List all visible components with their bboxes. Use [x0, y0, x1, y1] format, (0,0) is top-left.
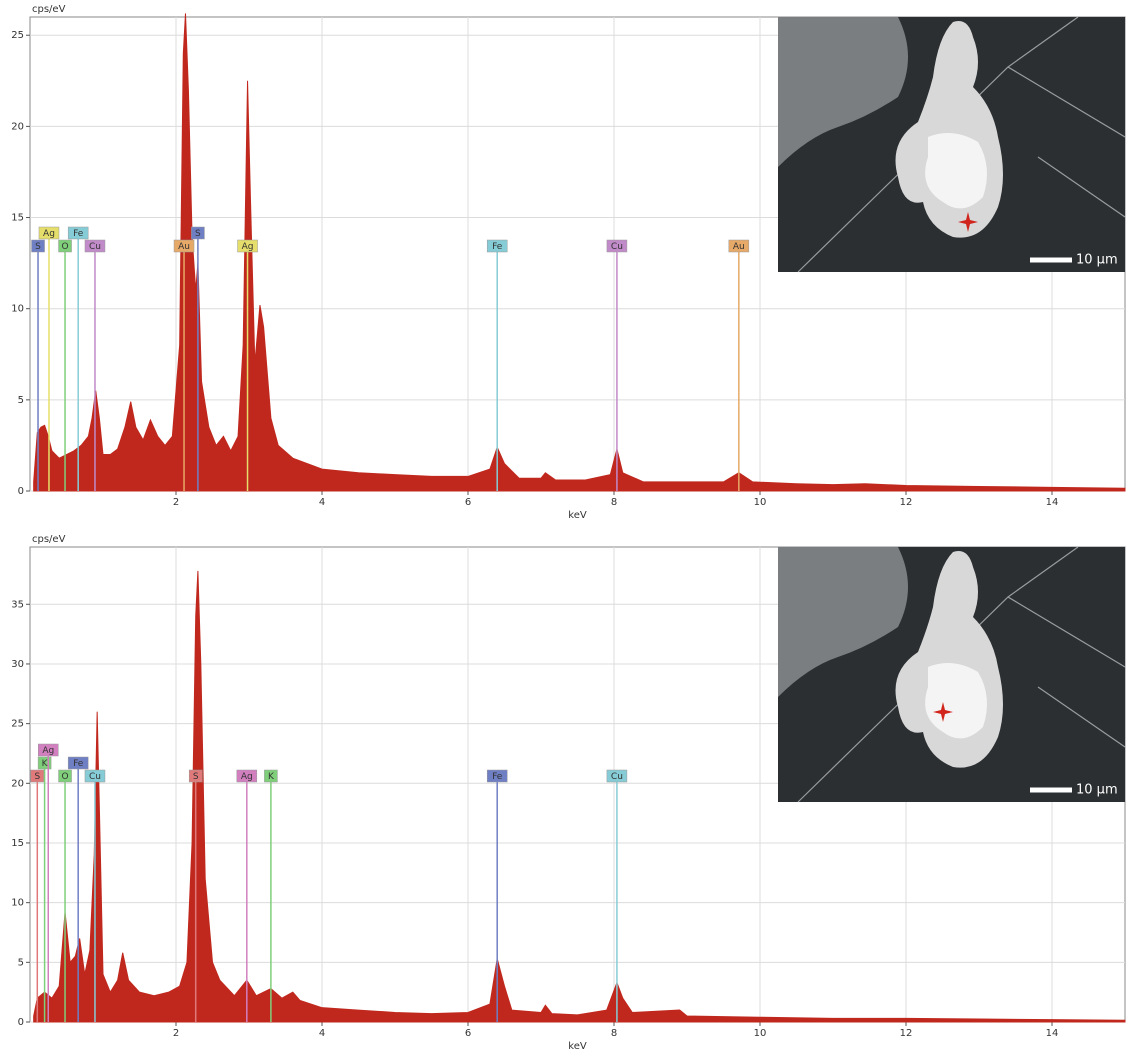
element-label: O	[61, 772, 68, 782]
y-tick-label: 20	[11, 778, 24, 789]
sem-grain	[778, 17, 908, 167]
element-tag	[173, 239, 195, 253]
x-tick-label: 12	[900, 497, 913, 508]
element-tag	[30, 769, 45, 783]
element-label: K	[42, 759, 49, 769]
y-tick-label: 0	[18, 486, 24, 497]
sem-image: 10 µm	[778, 16, 1126, 273]
target-star	[958, 212, 978, 232]
spectrum	[33, 570, 1126, 1023]
element-tag	[58, 769, 72, 783]
y-tick-label: 5	[18, 395, 24, 406]
y-tick-label: 5	[18, 957, 24, 968]
x-tick-label: 6	[465, 1028, 471, 1039]
scale-label: 10 µm	[1076, 783, 1118, 798]
x-tick-label: 10	[754, 1028, 767, 1039]
element-tag	[58, 239, 72, 253]
y-tick-label: 20	[11, 121, 24, 132]
element-label: Au	[733, 242, 745, 252]
element-tag	[606, 769, 628, 783]
element-tag	[38, 743, 59, 757]
element-label: Au	[178, 242, 190, 252]
element-tag	[191, 226, 205, 240]
x-tick-label: 2	[173, 1028, 179, 1039]
element-tag	[67, 756, 89, 770]
element-tag	[84, 769, 106, 783]
sem-crack	[797, 546, 1126, 803]
element-label: Cu	[89, 772, 101, 782]
element-label: Ag	[43, 229, 55, 239]
element-label: Ag	[242, 242, 254, 252]
element-tag	[606, 239, 628, 253]
y-axis-label: cps/eV	[32, 534, 66, 545]
element-label: S	[193, 772, 199, 782]
element-label: Fe	[73, 759, 84, 769]
scale-label: 10 µm	[1076, 253, 1118, 268]
target-star	[933, 702, 953, 722]
element-label: S	[35, 242, 41, 252]
element-label: Fe	[73, 229, 84, 239]
y-tick-label: 15	[11, 838, 24, 849]
y-tick-label: 10	[11, 304, 24, 315]
element-tag	[728, 239, 750, 253]
sem-crack	[797, 16, 1126, 273]
y-tick-label: 10	[11, 898, 24, 909]
x-tick-label: 12	[900, 1028, 913, 1039]
x-tick-label: 14	[1046, 497, 1059, 508]
y-axis-label: cps/eV	[32, 4, 66, 15]
x-axis-label: keV	[568, 510, 587, 521]
element-label: S	[34, 772, 40, 782]
x-tick-label: 4	[319, 497, 325, 508]
element-label: Cu	[89, 242, 101, 252]
sem-particle-core	[925, 133, 987, 209]
element-label: Fe	[492, 772, 503, 782]
element-tag	[188, 769, 203, 783]
element-tag	[486, 769, 508, 783]
element-label: Cu	[611, 242, 623, 252]
sem-image: 10 µm	[778, 546, 1126, 803]
element-label: Fe	[492, 242, 503, 252]
element-label: O	[61, 242, 68, 252]
element-label: S	[195, 229, 201, 239]
x-tick-label: 6	[465, 497, 471, 508]
element-tag	[237, 239, 258, 253]
element-tag	[264, 769, 278, 783]
y-tick-label: 35	[11, 599, 24, 610]
sem-particle-core	[925, 663, 987, 739]
element-tag	[67, 226, 89, 240]
element-tag	[236, 769, 258, 783]
element-tag	[31, 239, 45, 253]
x-tick-label: 4	[319, 1028, 325, 1039]
y-tick-label: 0	[18, 1017, 24, 1028]
y-tick-label: 25	[11, 719, 24, 730]
y-tick-label: 25	[11, 30, 24, 41]
y-tick-label: 15	[11, 213, 24, 224]
element-label: Ag	[241, 772, 253, 782]
x-tick-label: 8	[611, 497, 617, 508]
element-tag	[84, 239, 106, 253]
element-tag	[38, 226, 60, 240]
x-tick-label: 2	[173, 497, 179, 508]
element-label: K	[268, 772, 275, 782]
sem-grain	[778, 547, 908, 697]
element-label: Cu	[611, 772, 623, 782]
x-tick-label: 10	[754, 497, 767, 508]
x-tick-label: 14	[1046, 1028, 1059, 1039]
element-tag	[486, 239, 508, 253]
x-tick-label: 8	[611, 1028, 617, 1039]
element-label: Ag	[42, 746, 54, 756]
y-tick-label: 30	[11, 659, 24, 670]
x-axis-label: keV	[568, 1041, 587, 1052]
